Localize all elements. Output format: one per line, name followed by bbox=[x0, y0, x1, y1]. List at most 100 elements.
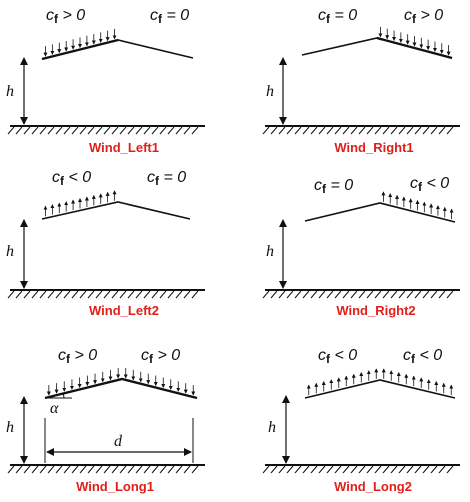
hatch-mark bbox=[326, 290, 334, 299]
hatch-mark bbox=[31, 126, 39, 135]
ground-hatch bbox=[7, 290, 199, 299]
panel-wind-right1: h cf = 0 cf > 0 Wind_Right1 bbox=[262, 7, 460, 155]
hatch-mark bbox=[63, 290, 71, 299]
hatch-mark bbox=[310, 126, 318, 135]
hatch-mark bbox=[55, 290, 63, 299]
hatch-mark bbox=[430, 465, 438, 474]
hatch-mark bbox=[342, 290, 350, 299]
hatch-mark bbox=[39, 465, 47, 474]
panel-wind-left2: h cf < 0 cf = 0 Wind_Left2 bbox=[6, 169, 205, 318]
hatch-mark bbox=[278, 126, 286, 135]
hatch-mark bbox=[191, 465, 199, 474]
hatch-mark bbox=[398, 126, 406, 135]
hatch-mark bbox=[286, 126, 294, 135]
ground-hatch bbox=[262, 126, 454, 135]
hatch-mark bbox=[374, 126, 382, 135]
hatch-mark bbox=[7, 126, 15, 135]
hatch-mark bbox=[55, 126, 63, 135]
hatch-mark bbox=[342, 126, 350, 135]
cf-label-right: cf > 0 bbox=[141, 347, 180, 366]
hatch-mark bbox=[430, 126, 438, 135]
height-symbol: h bbox=[6, 243, 14, 260]
cf-label-left: cf = 0 bbox=[314, 177, 353, 196]
hatch-mark bbox=[374, 465, 382, 474]
hatch-mark bbox=[390, 290, 398, 299]
hatch-mark bbox=[47, 126, 55, 135]
hatch-mark bbox=[119, 465, 127, 474]
hatch-mark bbox=[358, 126, 366, 135]
hatch-mark bbox=[103, 290, 111, 299]
hatch-mark bbox=[79, 126, 87, 135]
hatch-mark bbox=[366, 126, 374, 135]
hatch-mark bbox=[318, 290, 326, 299]
roof bbox=[44, 377, 198, 400]
hatch-mark bbox=[15, 126, 23, 135]
hatch-mark bbox=[127, 465, 135, 474]
roof bbox=[41, 201, 191, 220]
hatch-mark bbox=[366, 290, 374, 299]
hatch-mark bbox=[318, 465, 326, 474]
hatch-mark bbox=[262, 126, 270, 135]
hatch-mark bbox=[15, 465, 23, 474]
cf-label-right: cf = 0 bbox=[150, 7, 189, 26]
hatch-mark bbox=[310, 465, 318, 474]
panel-caption: Wind_Long1 bbox=[76, 479, 154, 494]
span-symbol: d bbox=[114, 433, 123, 450]
roof-loaded-right bbox=[376, 36, 453, 60]
hatch-mark bbox=[15, 290, 23, 299]
hatch-mark bbox=[334, 465, 342, 474]
hatch-mark bbox=[422, 290, 430, 299]
hatch-mark bbox=[7, 465, 15, 474]
hatch-mark bbox=[438, 126, 446, 135]
panel-caption: Wind_Left1 bbox=[89, 140, 159, 155]
hatch-mark bbox=[119, 126, 127, 135]
hatch-mark bbox=[63, 126, 71, 135]
hatch-mark bbox=[191, 126, 199, 135]
hatch-mark bbox=[23, 465, 31, 474]
hatch-mark bbox=[143, 126, 151, 135]
panel-wind-long1: h α d cf > 0 cf > 0 Wind_Long1 bbox=[6, 347, 205, 494]
hatch-mark bbox=[167, 290, 175, 299]
hatch-mark bbox=[446, 126, 454, 135]
cf-label-right: cf < 0 bbox=[410, 175, 449, 194]
hatch-mark bbox=[183, 465, 191, 474]
hatch-mark bbox=[143, 465, 151, 474]
hatch-mark bbox=[294, 465, 302, 474]
hatch-mark bbox=[95, 290, 103, 299]
hatch-mark bbox=[143, 290, 151, 299]
hatch-mark bbox=[270, 465, 278, 474]
pressure-arrows-left bbox=[46, 367, 121, 396]
hatch-mark bbox=[159, 126, 167, 135]
hatch-mark bbox=[95, 465, 103, 474]
hatch-mark bbox=[39, 290, 47, 299]
suction-arrows-right bbox=[381, 191, 454, 220]
pressure-arrows-left bbox=[43, 28, 117, 57]
suction-arrows-right bbox=[381, 368, 454, 396]
hatch-mark bbox=[79, 465, 87, 474]
panel-caption: Wind_Right1 bbox=[334, 140, 413, 155]
hatch-mark bbox=[7, 290, 15, 299]
hatch-mark bbox=[79, 290, 87, 299]
hatch-mark bbox=[334, 290, 342, 299]
roof bbox=[304, 379, 456, 399]
hatch-mark bbox=[350, 465, 358, 474]
hatch-mark bbox=[398, 290, 406, 299]
cf-label-left: cf > 0 bbox=[58, 347, 97, 366]
angle-symbol: α bbox=[50, 400, 59, 417]
hatch-mark bbox=[278, 465, 286, 474]
hatch-mark bbox=[175, 126, 183, 135]
hatch-mark bbox=[95, 126, 103, 135]
hatch-mark bbox=[151, 290, 159, 299]
hatch-mark bbox=[270, 290, 278, 299]
hatch-mark bbox=[47, 290, 55, 299]
hatch-mark bbox=[63, 465, 71, 474]
panel-wind-right2: h cf = 0 cf < 0 Wind_Right2 bbox=[262, 175, 460, 318]
roof bbox=[304, 202, 456, 223]
panel-caption: Wind_Right2 bbox=[336, 303, 415, 318]
hatch-mark bbox=[318, 126, 326, 135]
hatch-mark bbox=[430, 290, 438, 299]
hatch-mark bbox=[390, 126, 398, 135]
hatch-mark bbox=[358, 465, 366, 474]
hatch-mark bbox=[334, 126, 342, 135]
